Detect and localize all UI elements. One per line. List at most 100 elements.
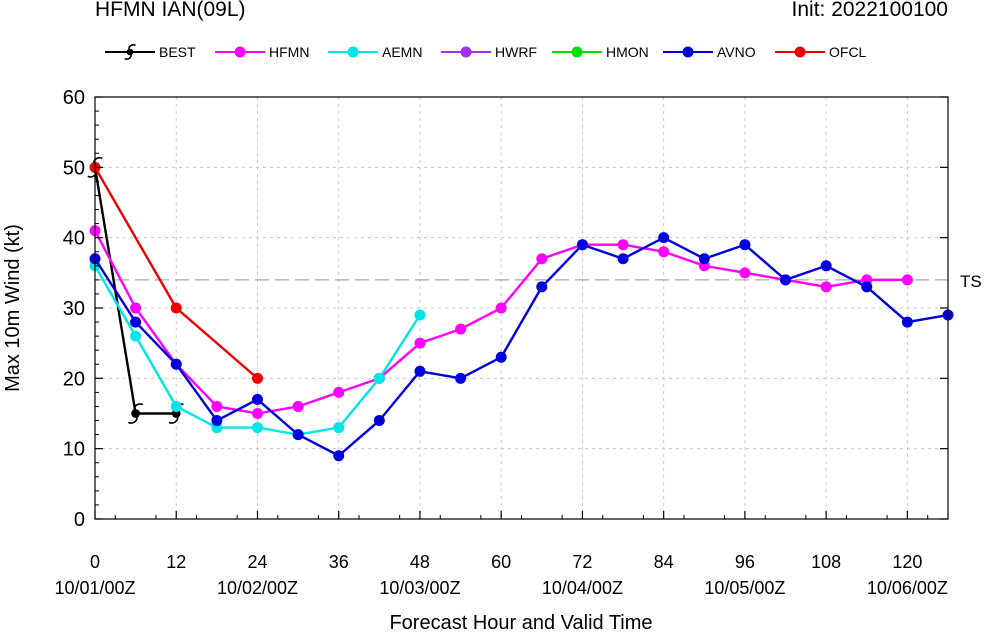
hurricane-eye — [131, 409, 141, 418]
data-point-hfmn — [658, 246, 670, 258]
data-point-avno — [455, 372, 467, 384]
legend-item-best: BEST — [105, 44, 196, 60]
data-point-hfmn — [211, 400, 223, 412]
valid-time-label: 10/03/00Z — [379, 578, 460, 598]
data-point-avno — [130, 316, 142, 328]
valid-time-label: 10/02/00Z — [217, 578, 298, 598]
y-tick-label: 30 — [63, 298, 85, 320]
legend-item-avno: AVNO — [663, 44, 756, 60]
y-tick-label: 50 — [63, 157, 85, 179]
legend-item-hmon: HMON — [552, 44, 649, 60]
legend-item-ofcl: OFCL — [775, 44, 867, 60]
x-tick-label: 12 — [166, 552, 186, 572]
y-axis-label: Max 10m Wind (kt) — [2, 224, 24, 392]
data-point-avno — [820, 260, 832, 272]
y-tick-label: 20 — [63, 368, 85, 390]
legend: BEST HFMN AEMN HWRF HMON AVNO OFCL — [105, 44, 867, 60]
x-tick-label: 84 — [654, 552, 674, 572]
x-tick-label: 0 — [90, 552, 100, 572]
grid-lines — [95, 97, 948, 519]
y-tick-label: 60 — [63, 87, 85, 109]
legend-marker — [682, 46, 694, 58]
data-point-aemn — [170, 400, 182, 412]
x-tick-label: 72 — [572, 552, 592, 572]
data-point-ofcl — [170, 302, 182, 314]
data-point-avno — [901, 316, 913, 328]
data-point-avno — [495, 351, 507, 363]
legend-marker — [347, 46, 359, 58]
data-point-hfmn — [455, 323, 467, 335]
legend-marker — [794, 46, 806, 58]
data-point-hfmn — [251, 408, 263, 419]
data-point-aemn — [251, 422, 263, 434]
legend-item-hwrf: HWRF — [441, 44, 537, 60]
series-line-avno — [93, 236, 949, 457]
hurricane-arm — [128, 44, 136, 50]
data-point-aemn — [130, 330, 142, 342]
data-point-avno — [658, 232, 670, 244]
y-tick-label: 10 — [63, 439, 85, 461]
data-point-hfmn — [333, 386, 345, 398]
data-point-avno — [373, 415, 385, 427]
x-axis-label: Forecast Hour and Valid Time — [389, 612, 652, 632]
valid-time-label: 10/01/00Z — [54, 578, 135, 598]
valid-time-label: 10/05/00Z — [704, 578, 785, 598]
data-point-avno — [536, 281, 548, 293]
x-tick-label: 36 — [329, 552, 349, 572]
legend-label: HWRF — [495, 44, 537, 60]
valid-time-label: 10/04/00Z — [542, 578, 623, 598]
data-point-hfmn — [901, 274, 913, 286]
x-tick-label: 48 — [410, 552, 430, 572]
legend-label: AEMN — [382, 44, 422, 60]
data-point-aemn — [333, 422, 345, 434]
init-time: Init: 2022100100 — [791, 0, 948, 21]
legend-item-aemn: AEMN — [328, 44, 422, 60]
data-point-avno — [861, 281, 873, 293]
data-point-avno — [292, 429, 304, 441]
legend-label: OFCL — [829, 44, 867, 60]
series-line-best — [93, 167, 177, 415]
data-point-hfmn — [739, 267, 751, 279]
legend-marker — [460, 46, 472, 58]
chart-title: HFMN IAN(09L) — [95, 0, 246, 21]
data-point-avno — [576, 239, 588, 251]
legend-marker — [571, 46, 583, 58]
y-tick-label: 40 — [63, 228, 85, 250]
legend-label: BEST — [159, 44, 196, 60]
data-point-avno — [414, 365, 426, 377]
valid-time-label: 10/06/00Z — [867, 578, 948, 598]
data-point-avno — [170, 358, 182, 370]
data-point-avno — [739, 239, 751, 251]
data-point-best — [127, 403, 144, 424]
hurricane-arm — [127, 417, 139, 424]
hurricane-arm — [133, 403, 144, 410]
data-point-hfmn — [536, 253, 548, 265]
legend-item-hfmn: HFMN — [215, 44, 309, 60]
data-point-avno — [698, 253, 710, 265]
legend-label: HMON — [606, 44, 649, 60]
data-point-avno — [251, 393, 263, 405]
data-point-aemn — [414, 309, 426, 321]
data-point-hfmn — [414, 337, 426, 349]
legend-label: AVNO — [717, 44, 756, 60]
reference-lines: TS — [95, 272, 982, 291]
data-point-hfmn — [130, 302, 142, 314]
data-point-avno — [780, 274, 792, 286]
data-point-hfmn — [820, 281, 832, 293]
hurricane-arm — [168, 417, 179, 424]
hurricane-eye — [126, 48, 134, 56]
x-tick-label: 24 — [247, 552, 267, 572]
data-point-ofcl — [251, 372, 263, 384]
x-tick-label: 108 — [811, 552, 841, 572]
x-tick-label: 60 — [491, 552, 511, 572]
hurricane-arm — [124, 54, 132, 60]
ts-threshold-label: TS — [960, 272, 982, 291]
data-point-hfmn — [495, 302, 507, 314]
data-point-avno — [211, 415, 223, 427]
data-point-hfmn — [292, 400, 304, 412]
legend-label: HFMN — [269, 44, 309, 60]
axes: 0 10 20 30 40 50 60 0 12 24 36 48 60 72 84 96 108 120 10/0… — [54, 87, 948, 598]
legend-hurricane-symbol — [124, 44, 136, 60]
data-point-avno — [617, 253, 629, 265]
